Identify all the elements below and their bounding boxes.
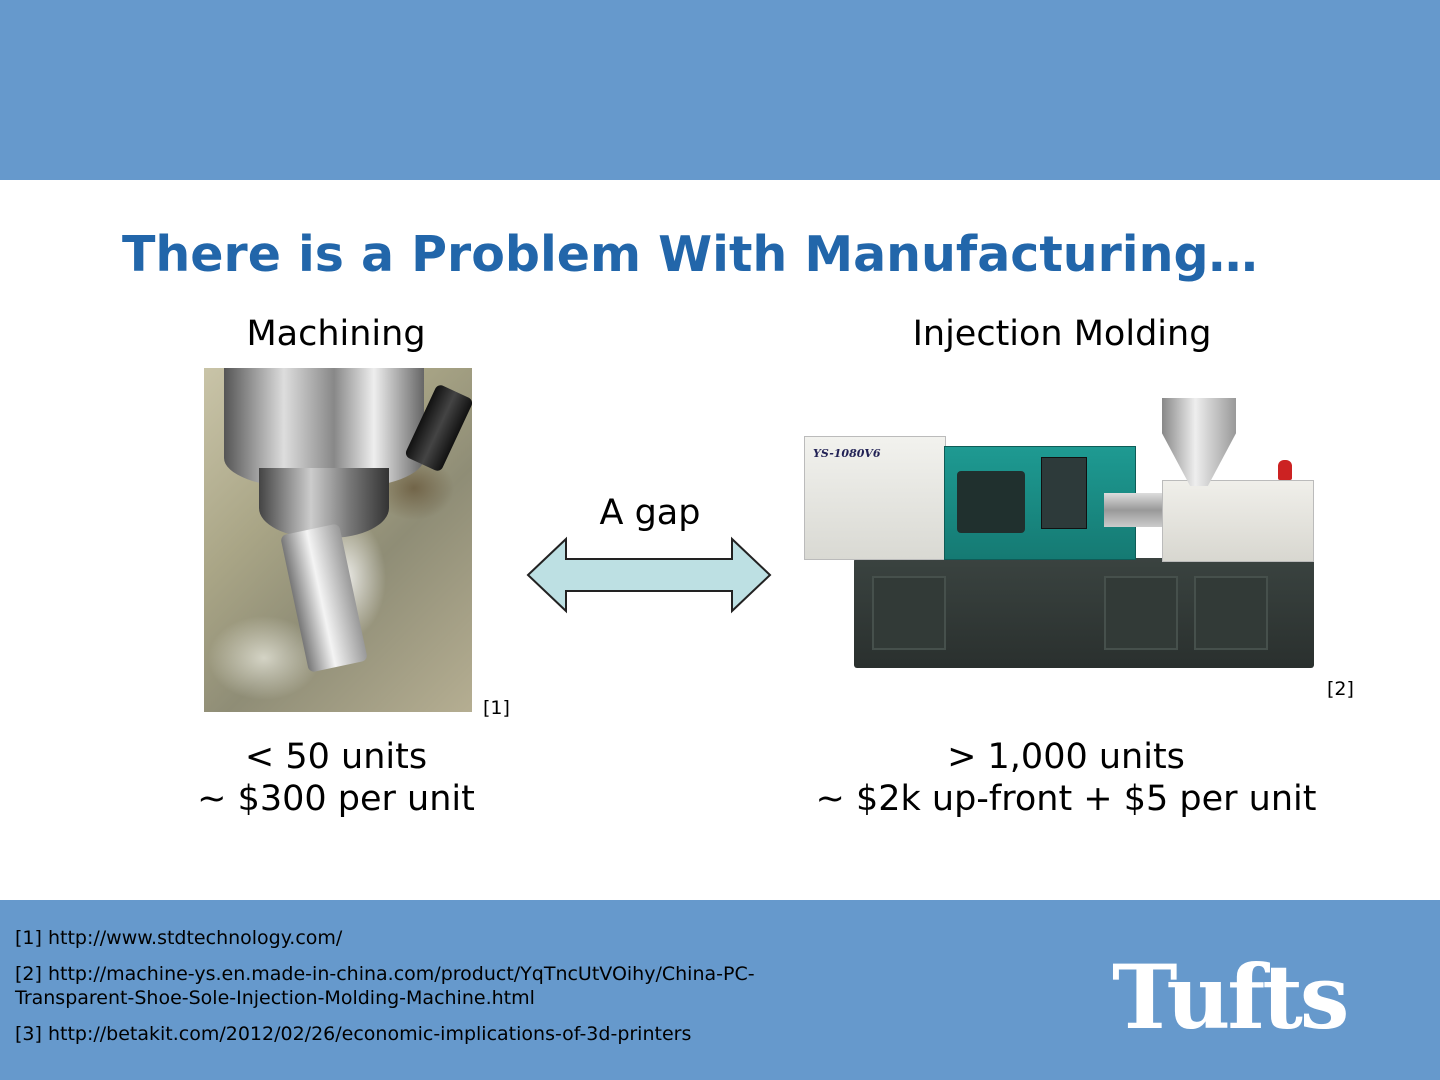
injection-unit-shape: [1162, 480, 1314, 562]
injection-molding-ref: [2]: [1327, 678, 1354, 700]
slide-title: There is a Problem With Manufacturing…: [122, 226, 1258, 283]
control-panel-shape: [1041, 457, 1087, 529]
warning-light-icon: [1278, 460, 1292, 480]
machining-ref: [1]: [483, 697, 510, 719]
cutter-shape: [280, 523, 368, 673]
tufts-logo: Tufts: [1112, 945, 1349, 1049]
gap-label: A gap: [599, 493, 701, 533]
machine-model-label: YS-1080V6: [813, 447, 881, 460]
injection-molding-heading: Injection Molding: [912, 314, 1212, 354]
machining-photo: [204, 368, 472, 712]
machining-cost: ~ $300 per unit: [197, 779, 475, 819]
footnote-1: [1] http://www.stdtechnology.com/: [15, 927, 343, 949]
machine-base-shape: [854, 558, 1314, 668]
footnote-2: [2] http://machine-ys.en.made-in-china.c…: [15, 963, 755, 1009]
machining-heading: Machining: [246, 314, 426, 354]
base-panel: [1104, 576, 1178, 650]
injection-molding-cost: ~ $2k up-front + $5 per unit: [815, 779, 1317, 819]
header-band: [0, 0, 1440, 180]
footnote-3: [3] http://betakit.com/2012/02/26/econom…: [15, 1023, 692, 1045]
hopper-shape: [1162, 398, 1236, 486]
injection-molding-photo: YS-1080V6: [804, 398, 1318, 676]
base-panel: [872, 576, 946, 650]
double-arrow-icon: [526, 536, 772, 614]
machine-window-shape: [957, 471, 1025, 533]
injection-molding-quantity: > 1,000 units: [947, 737, 1185, 777]
double-arrow-shape: [526, 536, 772, 614]
machining-stats: < 50 units ~ $300 per unit: [136, 736, 536, 820]
base-panel: [1194, 576, 1268, 650]
injection-molding-stats: > 1,000 units ~ $2k up-front + $5 per un…: [766, 736, 1366, 820]
machining-quantity: < 50 units: [244, 737, 428, 777]
clamp-cover-shape: YS-1080V6: [804, 436, 946, 560]
footer-band: [0, 900, 1440, 1080]
